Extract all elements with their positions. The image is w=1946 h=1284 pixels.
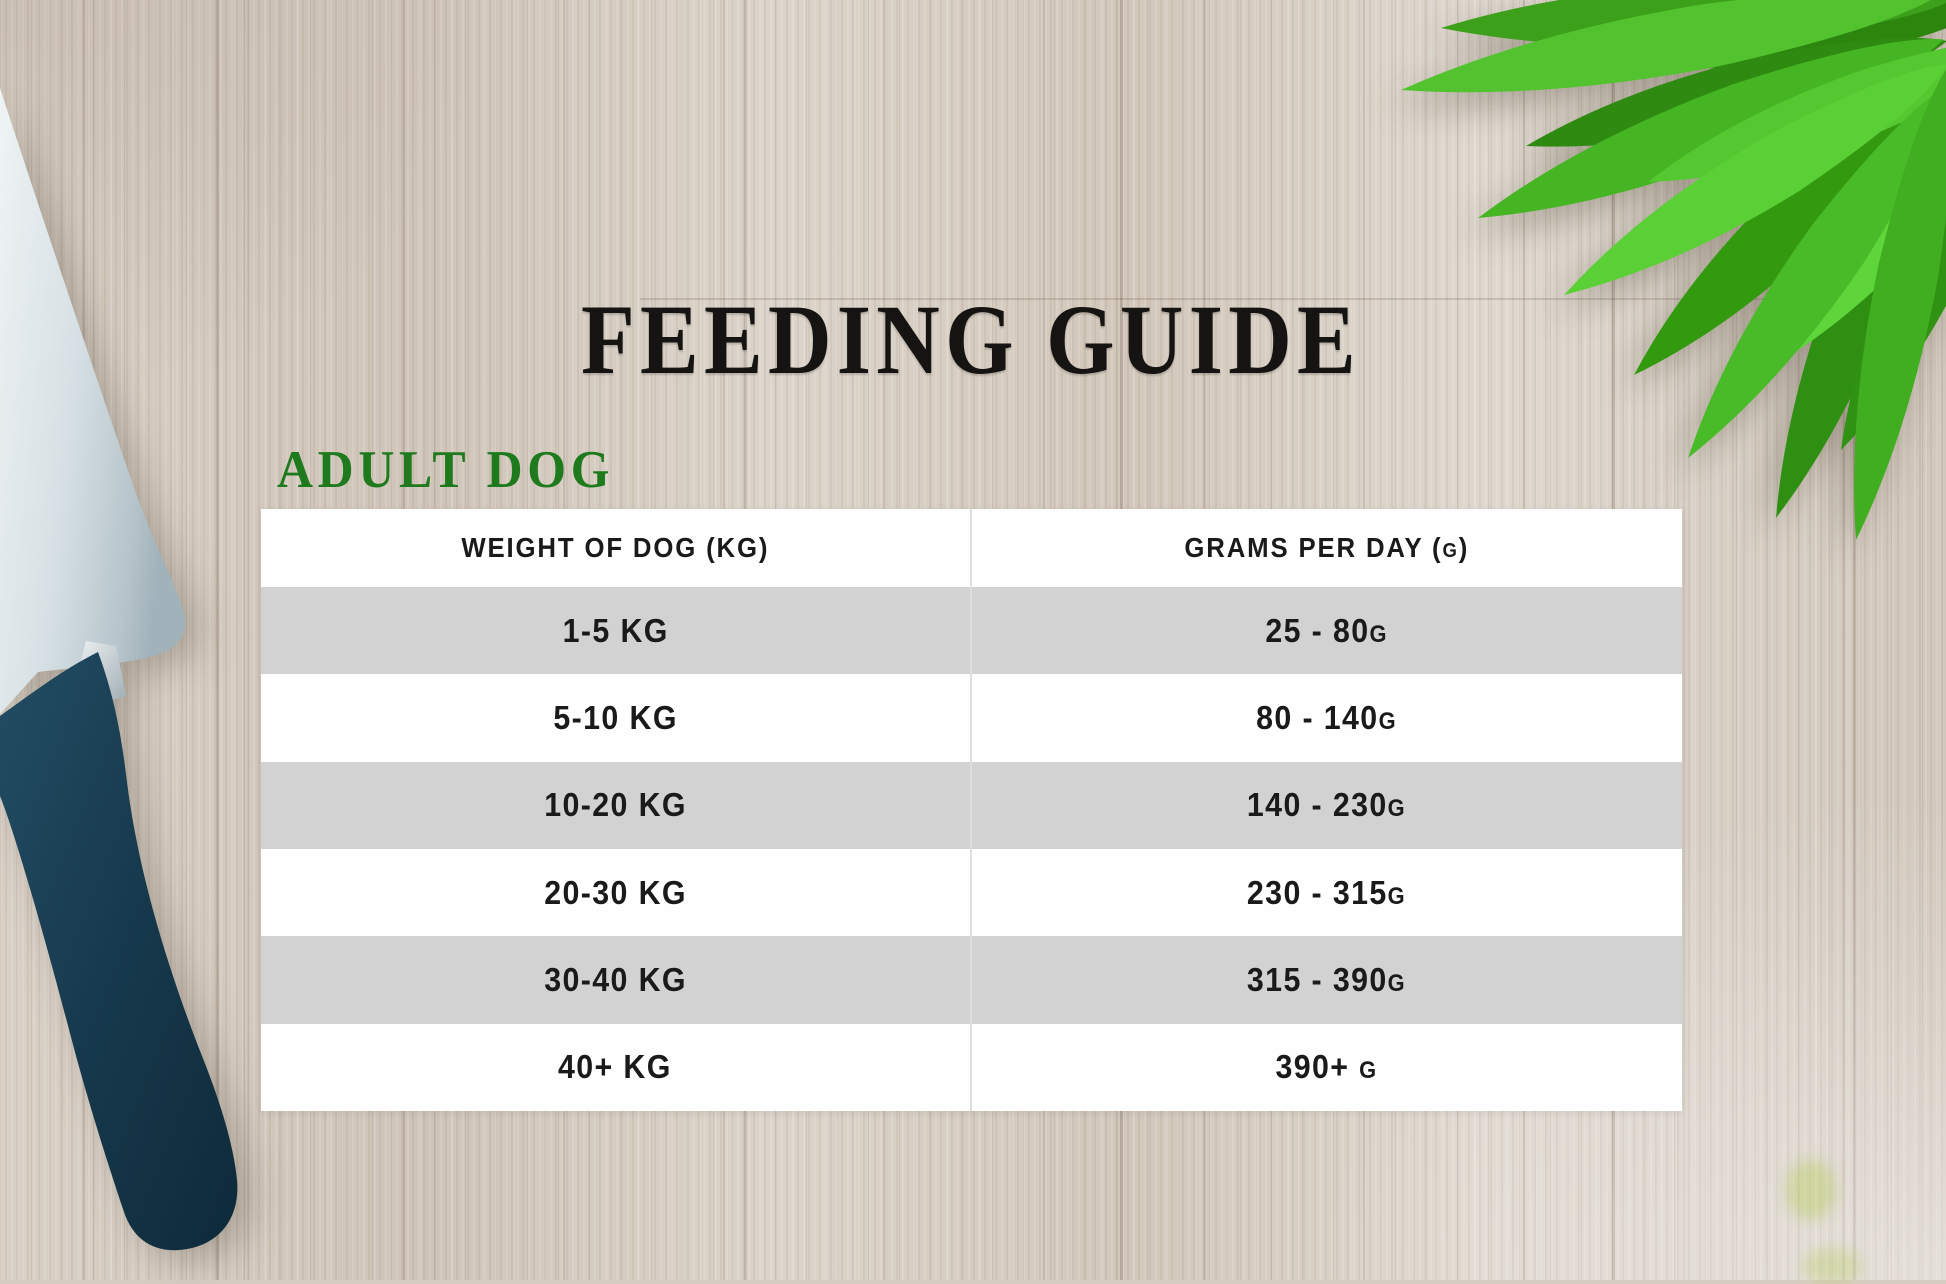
weight-cell: 10-20 KG xyxy=(261,761,972,849)
grams-cell: 315 - 390G xyxy=(1247,960,1407,998)
table-row: 30-40 KG 315 - 390G xyxy=(261,936,1682,1024)
table-row: 40+ KG 390+ G xyxy=(261,1023,1682,1111)
grams-cell: 25 - 80G xyxy=(1265,611,1389,649)
weight-cell: 1-5 KG xyxy=(261,587,972,675)
header-weight-of-dog: WEIGHT OF DOG (KG) xyxy=(261,509,972,587)
grams-cell: 80 - 140G xyxy=(1256,698,1398,736)
wood-grain-seam xyxy=(216,0,219,1280)
page-title: FEEDING GUIDE xyxy=(580,284,1362,395)
table-row: 10-20 KG 140 - 230G xyxy=(261,761,1682,849)
leaves-photo xyxy=(1395,0,1946,546)
knife-photo xyxy=(0,88,238,1251)
feeding-table: WEIGHT OF DOG (KG) GRAMS PER DAY (G) 1-5… xyxy=(261,509,1682,1111)
weight-cell: 5-10 KG xyxy=(261,674,972,762)
grams-cell: 140 - 230G xyxy=(1247,786,1407,824)
header-grams-per-day: GRAMS PER DAY (G) xyxy=(1184,532,1470,563)
weight-cell: 40+ KG xyxy=(261,1023,972,1111)
grams-cell: 390+ G xyxy=(1275,1048,1378,1086)
knife-blade xyxy=(0,88,186,714)
weight-cell: 20-30 KG xyxy=(261,849,972,937)
herb-fleck xyxy=(1802,1248,1862,1284)
weight-cell: 30-40 KG xyxy=(261,936,972,1024)
table-row: 5-10 KG 80 - 140G xyxy=(261,674,1682,762)
section-heading: ADULT DOG xyxy=(277,441,615,499)
table-header-row: WEIGHT OF DOG (KG) GRAMS PER DAY (G) xyxy=(261,509,1682,587)
wood-grain-seam xyxy=(1853,0,1856,1280)
wood-plank-joint xyxy=(640,298,1946,300)
table-row: 20-30 KG 230 - 315G xyxy=(261,849,1682,937)
table-row: 1-5 KG 25 - 80G xyxy=(261,587,1682,675)
herb-fleck xyxy=(1786,1160,1836,1220)
grams-cell: 230 - 315G xyxy=(1247,873,1407,911)
knife-handle xyxy=(0,652,238,1251)
